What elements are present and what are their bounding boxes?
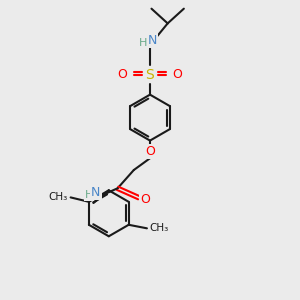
Text: O: O bbox=[118, 68, 128, 81]
Text: O: O bbox=[172, 68, 182, 81]
Text: O: O bbox=[140, 193, 150, 206]
Text: N: N bbox=[148, 34, 157, 47]
Text: O: O bbox=[145, 145, 155, 158]
Text: S: S bbox=[146, 68, 154, 82]
Text: H: H bbox=[139, 38, 148, 48]
Text: N: N bbox=[91, 186, 101, 199]
Text: CH₃: CH₃ bbox=[48, 192, 68, 203]
Text: H: H bbox=[85, 190, 93, 200]
Text: CH₃: CH₃ bbox=[150, 223, 169, 233]
